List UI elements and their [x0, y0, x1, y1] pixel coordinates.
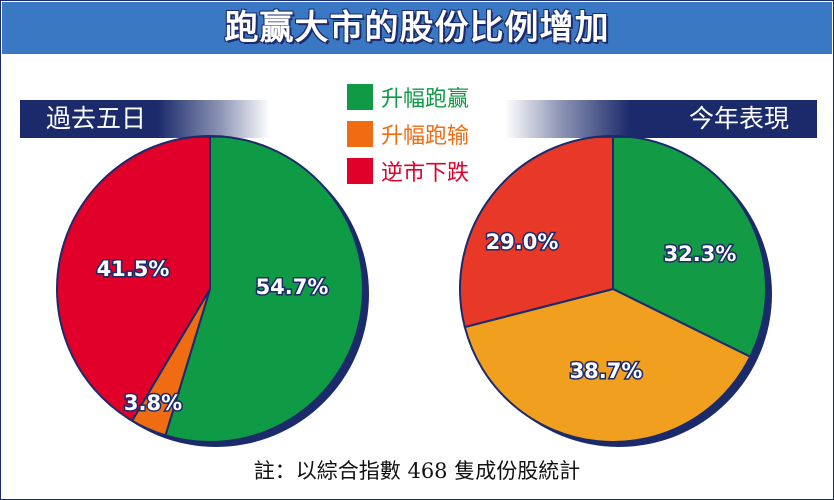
legend: 升幅跑赢 升幅跑输 逆市下跌 — [347, 78, 517, 189]
legend-label-underperform: 升幅跑输 — [381, 123, 470, 149]
pie-0-slice-outperform — [164, 134, 364, 443]
legend-item-underperform: 升幅跑输 — [347, 115, 517, 152]
legend-label-outperform: 升幅跑赢 — [381, 86, 470, 112]
chart-title: 跑赢大市的股份比例增加 — [224, 8, 610, 48]
pie-0-label-underperform: 3.8% — [124, 391, 182, 415]
pie-1-label-underperform: 38.7% — [570, 359, 643, 383]
pie-1-slice-decline — [459, 134, 614, 329]
pie-1-slice-underperform — [463, 287, 752, 443]
title-bar: 跑赢大市的股份比例增加 — [2, 2, 832, 54]
pie-1-label-decline: 29.0% — [486, 230, 559, 254]
legend-item-outperform: 升幅跑赢 — [347, 78, 517, 115]
pie-0-slice-decline — [56, 134, 211, 423]
pie-1-label-outperform: 32.3% — [664, 242, 737, 266]
pie-0-label-decline: 41.5% — [97, 257, 170, 281]
pie-title-past-five-days: 過去五日 — [20, 100, 270, 138]
legend-swatch-outperform — [347, 83, 373, 110]
legend-label-decline: 逆市下跌 — [381, 160, 470, 186]
pie-1-slice-outperform — [612, 134, 767, 359]
legend-swatch-underperform — [347, 120, 373, 147]
pie-title-this-year: 今年表現 — [505, 100, 817, 138]
footnote: 註：以綜合指數 468 隻成份股統計 — [253, 459, 581, 483]
legend-item-decline: 逆市下跌 — [347, 152, 517, 189]
pie-0-label-outperform: 54.7% — [256, 275, 329, 299]
legend-swatch-decline — [347, 157, 373, 184]
